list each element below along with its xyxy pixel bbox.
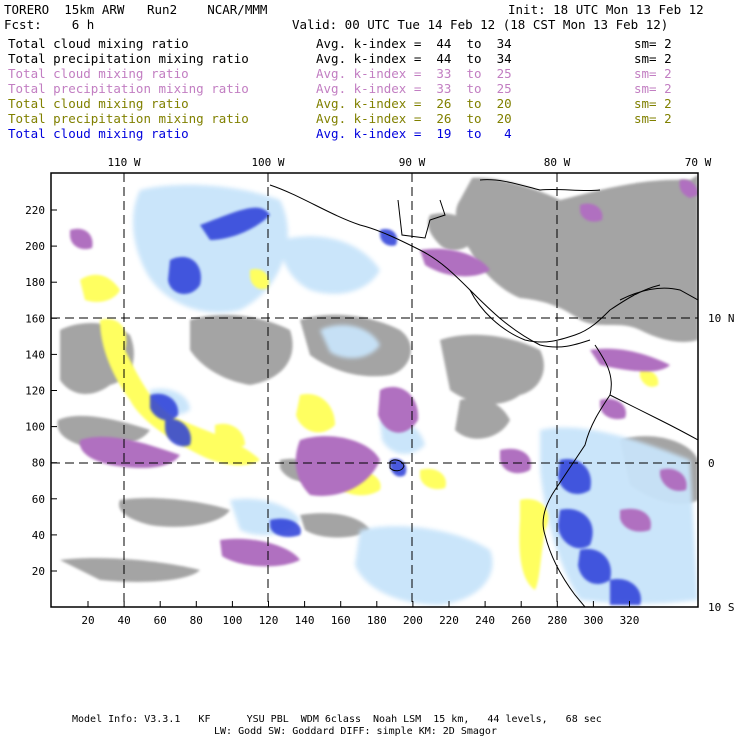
legend-kindex: Avg. k-index = 44 to 34 <box>316 51 512 66</box>
x-tick-label: 300 <box>583 614 603 627</box>
x-tick-label: 20 <box>81 614 94 627</box>
lat-label: 10 S <box>708 601 735 614</box>
model-info-line1: Model Info: V3.3.1 KF YSU PBL WDM 6class… <box>72 714 602 725</box>
legend-sm: sm= 2 <box>634 81 672 96</box>
legend-sm: sm= 2 <box>634 51 672 66</box>
x-tick-label: 200 <box>403 614 423 627</box>
legend-field: Total cloud mixing ratio <box>8 36 189 51</box>
forecast-hour: Fcst: 6 h <box>4 17 95 32</box>
latitude-labels: 10 N 0 10 S <box>708 312 735 614</box>
x-tick-label: 140 <box>295 614 315 627</box>
legend-sm: sm= 2 <box>634 96 672 111</box>
x-tick-label: 220 <box>439 614 459 627</box>
x-tick-label: 60 <box>154 614 167 627</box>
y-tick-label: 140 <box>25 348 45 361</box>
purple-cloud-field <box>70 179 698 567</box>
x-tick-label: 40 <box>117 614 130 627</box>
lon-label: 80 W <box>544 156 571 169</box>
legend-kindex: Avg. k-index = 33 to 25 <box>316 66 512 81</box>
y-tick-label: 160 <box>25 312 45 325</box>
gray-cloud-field <box>57 175 698 582</box>
lat-label: 0 <box>708 457 715 470</box>
model-info-line2: LW: Godd SW: Goddard DIFF: simple KM: 2D… <box>214 726 497 737</box>
y-tick-label: 220 <box>25 204 45 217</box>
legend-kindex: Avg. k-index = 26 to 20 <box>316 111 512 126</box>
legend-kindex: Avg. k-index = 44 to 34 <box>316 36 512 51</box>
lon-label: 90 W <box>399 156 426 169</box>
y-tick-label: 60 <box>32 493 45 506</box>
longitude-labels: 110 W 100 W 90 W 80 W 70 W <box>107 156 711 169</box>
x-tick-label: 240 <box>475 614 495 627</box>
y-tick-label: 180 <box>25 276 45 289</box>
legend-kindex: Avg. k-index = 33 to 25 <box>316 81 512 96</box>
x-tick-label: 260 <box>511 614 531 627</box>
x-tick-label: 320 <box>620 614 640 627</box>
init-time: Init: 18 UTC Mon 13 Feb 12 <box>508 2 704 17</box>
x-axis-ticks: 20 40 60 80 100 120 140 160 180 200 220 240 260 280 30… <box>81 601 639 627</box>
legend-sm: sm= 2 <box>634 66 672 81</box>
lon-label: 100 W <box>251 156 284 169</box>
legend-sm: sm= 2 <box>634 36 672 51</box>
x-tick-label: 100 <box>222 614 242 627</box>
y-tick-label: 200 <box>25 240 45 253</box>
legend-field: Total precipitation mixing ratio <box>8 81 249 96</box>
y-tick-label: 40 <box>32 529 45 542</box>
x-tick-label: 120 <box>259 614 279 627</box>
legend-field: Total precipitation mixing ratio <box>8 51 249 66</box>
legend-sm: sm= 2 <box>634 111 672 126</box>
x-tick-label: 80 <box>190 614 203 627</box>
lon-label: 70 W <box>685 156 712 169</box>
legend-field: Total cloud mixing ratio <box>8 96 189 111</box>
legend-field: Total precipitation mixing ratio <box>8 111 249 126</box>
latlon-grid <box>51 173 698 607</box>
y-axis-ticks: 20 40 60 80 100 120 140 160 180 200 220 <box>25 204 57 578</box>
legend-field: Total cloud mixing ratio <box>8 66 189 81</box>
x-tick-label: 280 <box>547 614 567 627</box>
y-tick-label: 80 <box>32 457 45 470</box>
lon-label: 110 W <box>107 156 140 169</box>
x-tick-label: 160 <box>331 614 351 627</box>
legend-field: Total cloud mixing ratio <box>8 126 189 141</box>
legend-kindex: Avg. k-index = 26 to 20 <box>316 96 512 111</box>
valid-time: Valid: 00 UTC Tue 14 Feb 12 (18 CST Mon … <box>292 17 669 32</box>
coastline <box>269 179 698 607</box>
x-tick-label: 180 <box>367 614 387 627</box>
model-title: TORERO 15km ARW Run2 NCAR/MMM <box>4 2 268 17</box>
yellow-precip-field <box>80 269 659 590</box>
legend-kindex: Avg. k-index = 19 to 4 <box>316 126 512 141</box>
y-tick-label: 100 <box>25 421 45 434</box>
y-tick-label: 120 <box>25 385 45 398</box>
y-tick-label: 20 <box>32 565 45 578</box>
lat-label: 10 N <box>708 312 735 325</box>
